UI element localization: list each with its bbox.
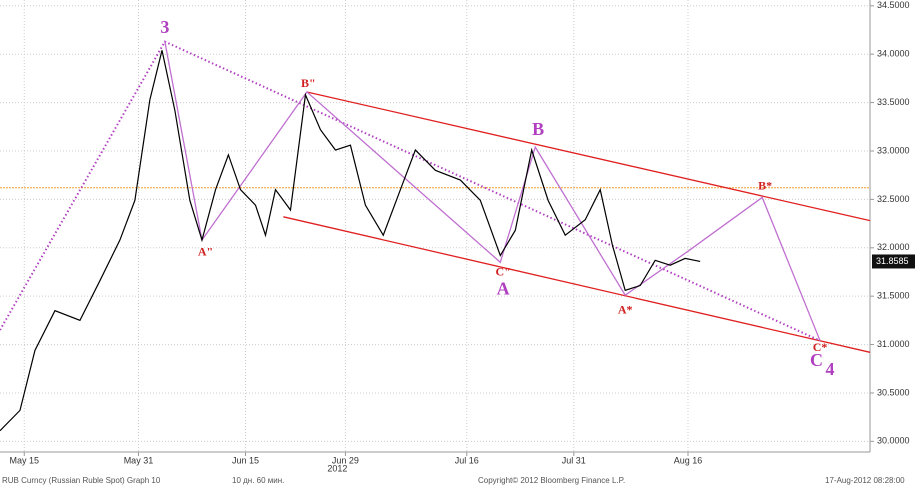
y-tick-label: 30.0000: [877, 436, 910, 446]
wave-label: B: [532, 119, 544, 139]
wave-label: C: [810, 350, 823, 370]
wave-label: A*: [618, 302, 633, 316]
footer-text: 10 дн. 60 мин.: [232, 476, 284, 485]
x-tick-label: Jun 15: [232, 455, 259, 465]
y-tick-label: 31.0000: [877, 339, 910, 349]
x-tick-label: Jun 29: [332, 455, 359, 465]
wave-label: 4: [826, 359, 835, 379]
x-tick-label: May 31: [124, 455, 154, 465]
wave-label: C": [495, 265, 510, 279]
footer-text: 17-Aug-2012 08:28:00: [825, 476, 905, 485]
year-label: 2012: [327, 463, 347, 473]
y-tick-label: 33.0000: [877, 145, 910, 155]
x-tick-label: Aug 16: [674, 455, 703, 465]
price-line: [0, 50, 701, 432]
y-tick-label: 33.5000: [877, 97, 910, 107]
wave-label: 3: [160, 17, 169, 37]
y-tick-label: 30.5000: [877, 387, 910, 397]
trend-line: [306, 91, 871, 222]
y-tick-label: 34.5000: [877, 0, 910, 10]
wave-label: C*: [813, 340, 828, 354]
y-tick-label: 32.5000: [877, 194, 910, 204]
y-tick-label: 31.5000: [877, 291, 910, 301]
wave-label: B": [301, 76, 316, 90]
y-tick-label: 32.0000: [877, 242, 910, 252]
x-tick-label: Jul 16: [455, 455, 479, 465]
wave-label: A: [497, 278, 510, 298]
trend-line: [164, 41, 821, 341]
wave-label: A": [198, 244, 213, 258]
x-tick-label: May 15: [10, 455, 40, 465]
last-price-box: [872, 254, 915, 269]
trend-line: [283, 216, 871, 353]
last-price-label: 31.8585: [876, 256, 909, 266]
footer-text: Copyright© 2012 Bloomberg Finance L.P.: [478, 476, 625, 485]
footer-text: RUB Curncy (Russian Ruble Spot) Graph 10: [2, 476, 161, 485]
x-tick-label: Jul 31: [562, 455, 586, 465]
y-tick-label: 34.0000: [877, 49, 910, 59]
wave-label: B*: [758, 179, 772, 193]
